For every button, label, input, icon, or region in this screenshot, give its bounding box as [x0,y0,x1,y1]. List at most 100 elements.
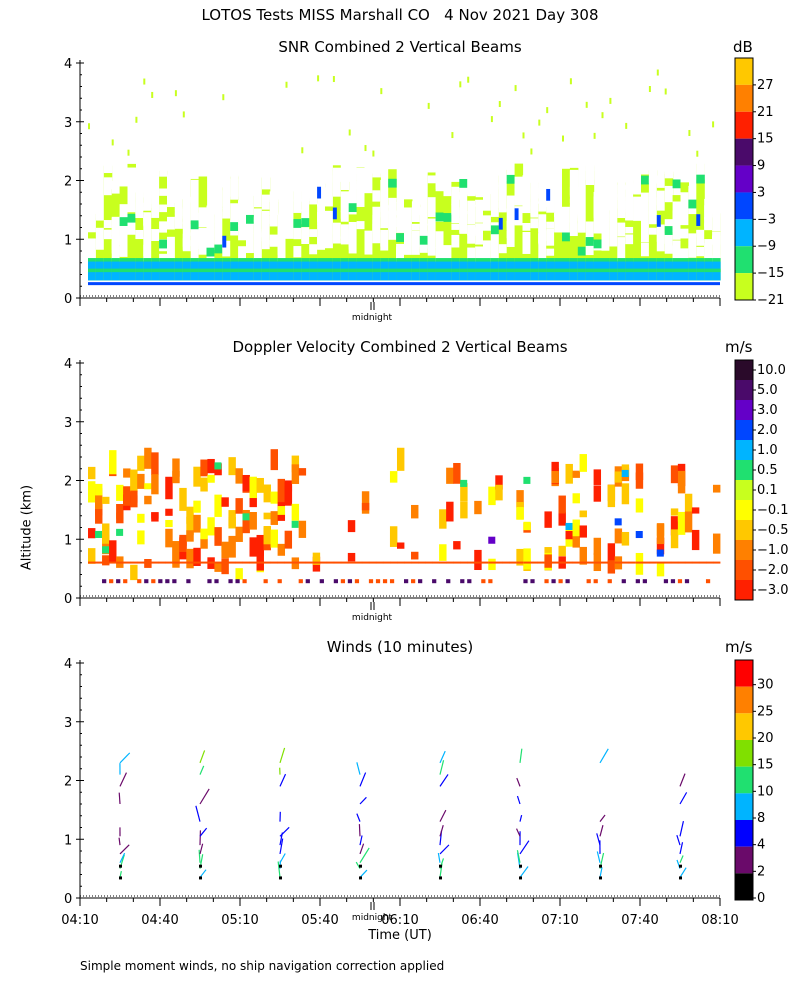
colorbar-swatch [735,846,753,874]
snr-gap [372,160,381,178]
snr-gap [522,232,531,254]
snr-cell [443,268,452,273]
snr-gap [143,217,152,240]
doppler-cell [621,483,630,505]
colorbar-label: −1.0 [757,543,789,558]
snr-gap [712,235,721,260]
snr-cell [293,268,302,273]
snr-cell [688,199,697,209]
doppler-cell [144,447,152,469]
doppler-cell [516,490,524,508]
colorbar-label: 0 [757,891,765,906]
snr-gap [198,227,208,242]
colorbar-label: −3 [757,212,776,227]
doppler-cell [389,579,395,584]
doppler-cell [642,579,647,584]
doppler-cell [207,517,215,536]
doppler-cell [474,500,482,515]
snr-gap [396,246,405,261]
snr-cell [269,268,279,273]
colorbar-frame [734,659,754,901]
snr-cell [530,268,539,273]
snr-cell [135,116,138,123]
wind-vector [599,748,609,764]
snr-gap [514,216,524,226]
doppler-cell [242,579,247,584]
snr-gap [483,219,492,231]
snr-gap [664,233,674,254]
snr-gap [190,179,200,203]
colorbar-swatch [735,820,753,847]
doppler-cell [670,561,679,564]
snr-gap [601,207,610,218]
doppler-cell [235,498,243,514]
snr-cell [554,189,563,281]
snr-gap [135,229,144,240]
snr-cell [696,174,705,184]
doppler-cell [488,579,493,584]
x-tick-label: 08:10 [701,913,738,928]
doppler-cell [396,561,405,564]
snr-gap [317,212,326,225]
snr-cell [285,81,288,88]
snr-cell [585,101,588,108]
doppler-cell [565,579,570,584]
doppler-cell [165,519,173,528]
doppler-cell [207,474,215,483]
snr-gap [261,231,271,250]
snr-gap [554,213,563,233]
doppler-cell [572,470,580,478]
snr-gap [569,170,579,197]
doppler-cell [144,495,152,505]
snr-gap [332,223,342,235]
snr-gap [293,246,302,258]
doppler-cell [698,561,707,564]
doppler-cell [488,536,496,544]
snr-gap [222,240,231,249]
doppler-cell [165,508,173,516]
snr-cell [617,268,626,273]
wind-vector [437,852,441,863]
snr-cell [277,268,287,273]
snr-cell [111,268,121,273]
snr-cell [459,178,468,188]
doppler-cell [172,458,180,477]
snr-gap [301,227,310,236]
snr-gap [198,237,208,246]
doppler-cell [460,561,468,564]
snr-cell [332,207,337,220]
doppler-cell [361,491,370,514]
doppler-cell [291,455,300,473]
snr-gap [656,175,666,188]
colorbar-label: −9 [757,239,776,254]
snr-cell [190,268,200,273]
snr-cell [159,239,168,249]
doppler-cell [109,540,117,563]
doppler-cell [488,486,496,506]
snr-gap [538,201,547,212]
snr-cell [451,132,454,139]
doppler-cell [235,568,243,580]
snr-cell [569,78,572,85]
colorbar-label: 5.0 [757,383,778,398]
wind-vector [358,824,361,837]
snr-gap [601,241,610,251]
doppler-cell [495,475,503,490]
snr-gap [246,233,255,246]
snr-gap [388,227,397,240]
doppler-cell [319,561,328,564]
doppler-cell [95,483,103,496]
doppler-cell [677,561,686,564]
doppler-cell [109,579,114,584]
snr-cell [435,171,445,281]
y-tick-label: 3 [64,716,72,731]
snr-gap [159,158,168,177]
doppler-cell [565,463,573,484]
snr-cell [317,268,326,273]
snr-gap [696,229,705,246]
doppler-cell [411,561,419,564]
snr-cell [483,196,492,281]
doppler-cell [193,547,201,566]
doppler-cell [446,561,454,564]
snr-gap [546,221,555,229]
